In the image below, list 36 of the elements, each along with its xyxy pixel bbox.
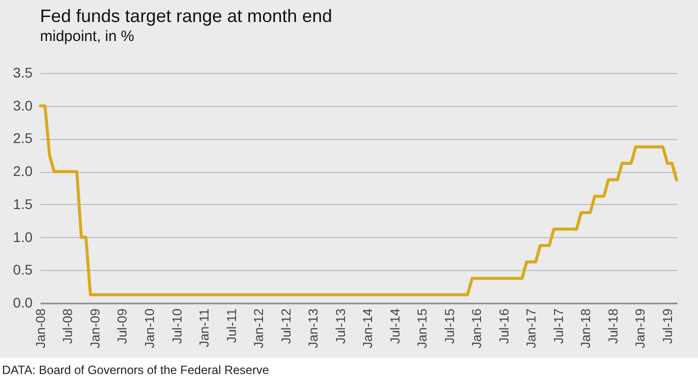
y-tick-label: 3.0 xyxy=(13,97,33,114)
x-tick-label: Jul-08 xyxy=(60,308,76,344)
x-tick-label: Jan-18 xyxy=(578,308,594,348)
y-tick-label: 1.5 xyxy=(13,196,33,212)
y-tick-label: 0.0 xyxy=(13,294,33,310)
x-tick-label: Jan-09 xyxy=(87,308,102,348)
x-tick-label: Jan-13 xyxy=(306,308,321,348)
chart-subtitle: midpoint, in % xyxy=(40,28,134,45)
x-tick-label: Jan-15 xyxy=(414,308,430,348)
x-tick-label: Jan-17 xyxy=(524,308,539,348)
x-tick-label: Jan-10 xyxy=(142,308,157,348)
x-tick-label: Jan-11 xyxy=(196,308,212,348)
x-tick-label: Jul-10 xyxy=(169,308,184,344)
x-tick-label: Jan-08 xyxy=(32,308,48,348)
x-tick-label: Jan-16 xyxy=(469,308,484,348)
x-tick-label: Jul-13 xyxy=(332,308,348,344)
x-tick-label: Jan-12 xyxy=(251,308,266,348)
x-tick-label: Jul-11 xyxy=(224,308,239,343)
chart-title: Fed funds target range at month end xyxy=(40,6,332,26)
x-tick-label: Jan-19 xyxy=(632,308,648,348)
y-tick-label: 2.5 xyxy=(13,130,33,146)
x-tick-label: Jul-19 xyxy=(660,308,675,344)
line-series xyxy=(38,104,678,296)
x-tick-label: Jul-15 xyxy=(442,308,457,344)
x-tick-label: Jul-14 xyxy=(387,308,402,344)
x-tick-label: Jul-09 xyxy=(114,308,130,344)
x-tick-label: Jul-16 xyxy=(496,308,512,344)
x-tick-label: Jul-12 xyxy=(278,308,294,344)
y-tick-label: 3.5 xyxy=(13,64,33,80)
y-tick-label: 1.0 xyxy=(13,228,33,245)
x-tick-label: Jan-14 xyxy=(360,308,376,348)
y-tick-label: 2.0 xyxy=(13,163,33,180)
y-tick-label: 0.5 xyxy=(13,262,33,278)
x-tick-label: Jul-17 xyxy=(550,308,566,344)
x-tick-label: Jul-18 xyxy=(605,308,620,344)
text: DATA: Board of Governors of the Federal Reserve xyxy=(1,362,270,379)
